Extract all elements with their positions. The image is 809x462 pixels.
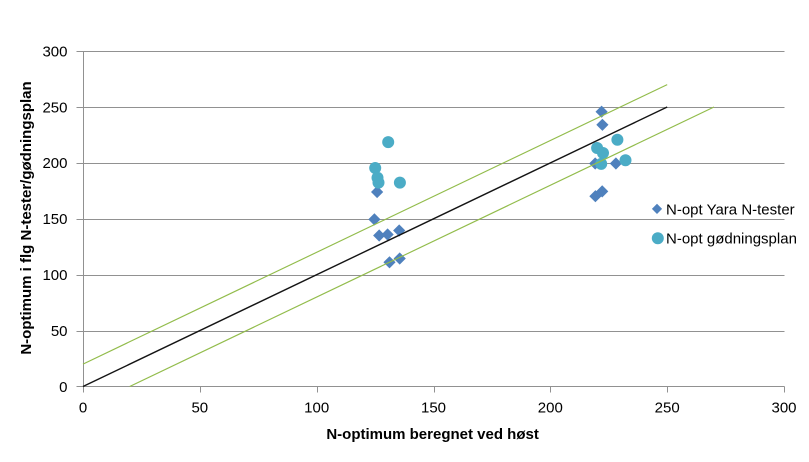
svg-text:250: 250	[655, 400, 680, 417]
svg-text:100: 100	[304, 400, 329, 417]
svg-text:N-optimum beregnet ved høst: N-optimum beregnet ved høst	[326, 426, 539, 443]
svg-text:N-opt gødningsplan: N-opt gødningsplan	[666, 231, 797, 248]
svg-text:N-opt Yara N-tester: N-opt Yara N-tester	[666, 202, 795, 219]
svg-text:300: 300	[771, 400, 796, 417]
svg-text:0: 0	[79, 400, 87, 417]
svg-text:150: 150	[421, 400, 446, 417]
svg-text:N-optimum i flg N-tester/gødni: N-optimum i flg N-tester/gødningsplan	[18, 81, 35, 354]
svg-text:300: 300	[42, 43, 67, 60]
svg-text:250: 250	[42, 99, 67, 116]
svg-text:200: 200	[538, 400, 563, 417]
svg-text:50: 50	[51, 323, 68, 340]
svg-text:150: 150	[42, 211, 67, 228]
svg-text:100: 100	[42, 267, 67, 284]
svg-text:0: 0	[59, 379, 67, 396]
svg-text:200: 200	[42, 155, 67, 172]
svg-text:50: 50	[191, 400, 208, 417]
